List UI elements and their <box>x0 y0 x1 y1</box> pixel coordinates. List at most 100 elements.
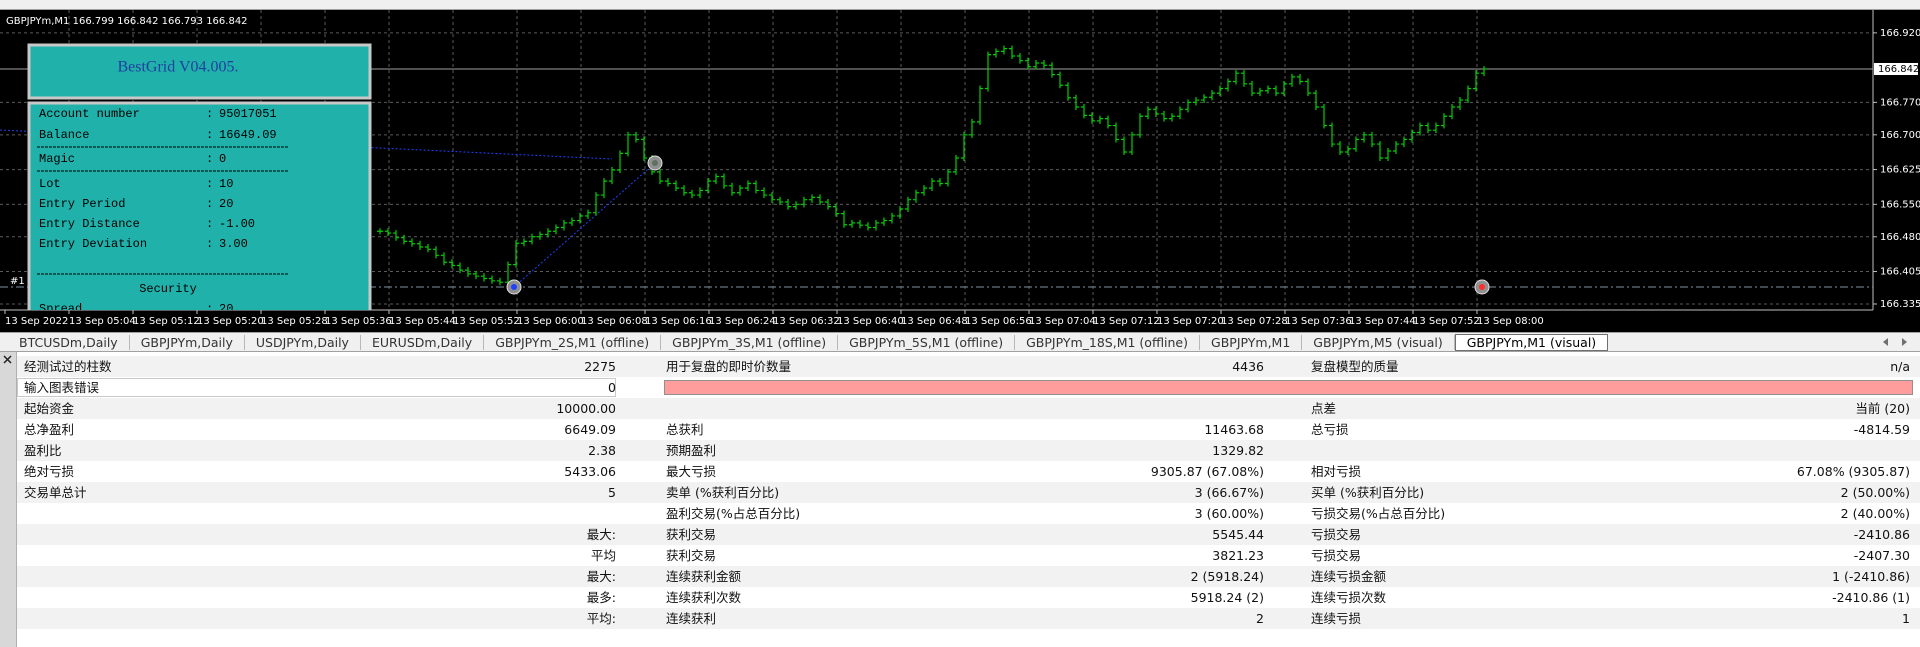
chart-tab[interactable]: EURUSDm,Daily <box>361 334 485 350</box>
price-bar <box>585 209 591 219</box>
table-label: 用于复盘的即时价数量 <box>666 359 792 374</box>
table-row: 最大: 连续获利金额 2 (5918.24) 连续亏损金额 1 (-2410.86) <box>17 566 1920 587</box>
price-bar <box>921 185 927 196</box>
price-bar <box>721 173 727 189</box>
x-tick-label: 13 Sep 07:12 <box>1093 316 1160 327</box>
table-value: 9305.87 (67.08%) <box>1150 464 1264 479</box>
price-bar <box>1241 70 1247 87</box>
table-label: 最大亏损 <box>666 464 717 479</box>
price-bar <box>1217 85 1223 97</box>
chart-tab[interactable]: GBPJPYm,Daily <box>130 334 245 350</box>
panel-label: Entry Period <box>39 197 125 211</box>
table-label: 连续获利金额 <box>666 569 742 584</box>
panel-value: 95017051 <box>219 107 277 121</box>
chart-tab[interactable]: GBPJPYm,M5 (visual) <box>1302 334 1455 350</box>
price-bar <box>785 199 791 210</box>
price-bar <box>1273 85 1279 97</box>
price-bar <box>1361 131 1367 143</box>
price-bar <box>745 180 751 192</box>
x-tick-label: 13 Sep 05:44 <box>389 316 456 327</box>
tab-scroll[interactable] <box>1882 336 1912 348</box>
panel-colon: : <box>206 107 213 121</box>
price-bar <box>737 185 743 196</box>
chart-tab[interactable]: GBPJPYm,M1 <box>1200 334 1303 350</box>
chart-tab[interactable]: GBPJPYm_2S,M1 (offline) <box>484 334 662 350</box>
table-label: 总净盈利 <box>24 422 75 437</box>
price-bar <box>633 131 639 143</box>
price-bar <box>705 178 711 194</box>
panel-value: 20 <box>219 302 233 316</box>
chart-tab[interactable]: GBPJPYm_5S,M1 (offline) <box>838 334 1016 350</box>
price-bar <box>1009 45 1015 60</box>
close-button[interactable] <box>0 352 16 368</box>
table-value: -2407.30 <box>1853 548 1910 563</box>
table-value: 2.38 <box>588 443 616 458</box>
price-bar <box>457 262 463 274</box>
price-bar <box>993 48 999 58</box>
price-bar <box>1465 85 1471 104</box>
table-value: 当前 (20) <box>1855 401 1910 416</box>
chart-tab[interactable]: BTCUSDm,Daily <box>8 334 130 350</box>
panel-label: Spread <box>39 302 82 316</box>
price-bar <box>865 222 871 231</box>
table-row: 起始资金 10000.00 点差 当前 (20) <box>17 398 1920 419</box>
tab-right-arrow[interactable] <box>1902 338 1907 346</box>
price-bar <box>1201 94 1207 104</box>
price-bar <box>1033 59 1039 70</box>
x-tick-label: 13 Sep 06:24 <box>709 316 776 327</box>
price-bar <box>377 228 383 235</box>
table-label: 经测试过的柱数 <box>24 359 112 374</box>
table-row: 盈利比 2.38 预期盈利 1329.82 <box>17 440 1920 461</box>
tab-left-arrow[interactable] <box>1883 338 1888 346</box>
x-tick-label: 13 Sep 06:08 <box>581 316 648 327</box>
price-bar <box>857 219 863 229</box>
chart-tab[interactable]: GBPJPYm_18S,M1 (offline) <box>1015 334 1201 350</box>
price-bar <box>1265 85 1271 94</box>
x-tick-label: 13 Sep 07:36 <box>1285 316 1352 327</box>
price-bar <box>657 168 663 185</box>
table-label: 亏损交易 <box>1311 527 1362 542</box>
table-value: 2 (40.00%) <box>1840 506 1910 521</box>
panel-body-box <box>27 101 372 310</box>
panel-label: Entry Deviation <box>39 237 147 251</box>
price-bar <box>961 131 967 161</box>
table-row: 输入图表错误 0 <box>17 377 1920 398</box>
panel-section: Security <box>139 282 197 296</box>
table-value: 1 (-2410.86) <box>1832 569 1910 584</box>
price-bar <box>1185 99 1191 113</box>
price-bar <box>1121 136 1127 155</box>
table-label: 点差 <box>1311 401 1337 416</box>
price-bar <box>897 205 903 219</box>
table-label: 盈利比 <box>24 443 62 458</box>
price-bar <box>481 273 487 282</box>
table-label: 预期盈利 <box>666 443 717 458</box>
table-value: 2 (5918.24) <box>1190 569 1264 584</box>
panel-label: Magic <box>39 152 75 166</box>
table-value: -4814.59 <box>1853 422 1910 437</box>
table-value: 平均 <box>590 548 616 563</box>
table-value: 67.08% (9305.87) <box>1796 464 1910 479</box>
price-bar <box>1481 66 1487 77</box>
chart-tab[interactable]: GBPJPYm,M1 (visual) <box>1454 333 1609 351</box>
chart-tab[interactable]: USDJPYm,Daily <box>245 334 361 350</box>
trade-line <box>513 162 656 288</box>
price-bar <box>913 189 919 203</box>
price-bar <box>417 240 423 250</box>
panel-colon: : <box>206 177 213 191</box>
price-bar <box>625 131 631 157</box>
x-tick-label: 13 Sep 05:52 <box>453 316 520 327</box>
price-bar <box>1113 122 1119 143</box>
price-bar <box>849 219 855 228</box>
price-bar <box>473 270 479 280</box>
x-tick-label: 13 Sep 08:00 <box>1477 316 1544 327</box>
table-value: 最多: <box>586 590 616 605</box>
price-bar <box>929 178 935 192</box>
table-value: 2275 <box>584 359 616 374</box>
chart-tab[interactable]: GBPJPYm_3S,M1 (offline) <box>661 334 839 350</box>
x-tick-label: 13 Sep 05:36 <box>325 316 392 327</box>
table-value: 最大: <box>586 569 616 584</box>
panel-colon: : <box>206 217 213 231</box>
table-value: 2 <box>1256 611 1264 626</box>
table-label: 总亏损 <box>1311 422 1349 437</box>
table-value: 5 <box>608 485 616 500</box>
